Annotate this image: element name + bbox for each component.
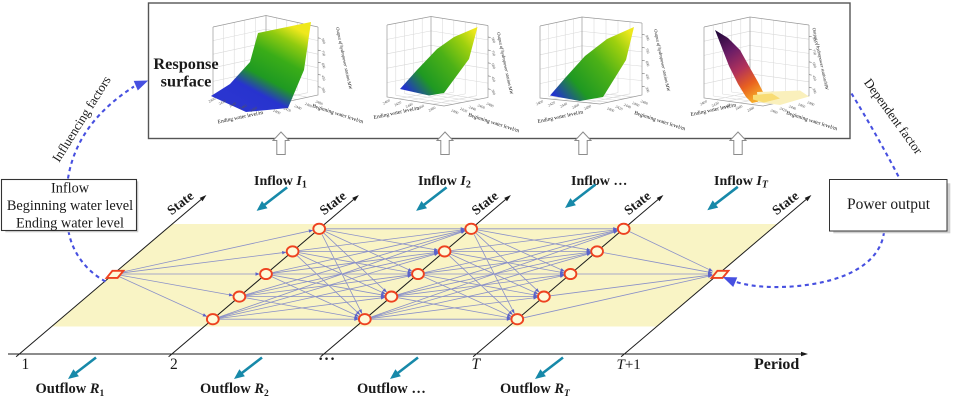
svg-text:Inflow …: Inflow …: [571, 174, 627, 189]
svg-text:2460: 2460: [735, 104, 744, 111]
svg-text:Inflow I2: Inflow I2: [418, 174, 471, 191]
svg-text:2400: 2400: [450, 108, 459, 115]
svg-text:900: 900: [491, 37, 497, 44]
svg-text:2400: 2400: [208, 97, 217, 104]
svg-text:2440: 2440: [623, 103, 632, 110]
svg-text:···: ···: [318, 351, 336, 368]
svg-text:Period: Period: [754, 356, 799, 373]
svg-text:900: 900: [812, 36, 818, 43]
svg-text:2420: 2420: [283, 106, 292, 113]
svg-text:Inflow IT: Inflow IT: [714, 174, 769, 191]
svg-text:2400: 2400: [699, 99, 708, 106]
svg-text:450: 450: [491, 76, 497, 83]
svg-text:surface: surface: [161, 72, 212, 91]
svg-text:750: 750: [645, 48, 651, 55]
svg-text:750: 750: [491, 50, 497, 57]
svg-text:450: 450: [812, 75, 818, 82]
svg-text:Power output: Power output: [847, 196, 931, 213]
svg-text:2420: 2420: [459, 107, 468, 114]
svg-text:Outflow …: Outflow …: [357, 381, 426, 397]
svg-text:2460: 2460: [571, 103, 580, 110]
svg-text:2440: 2440: [229, 101, 238, 108]
svg-text:2480: 2480: [249, 106, 258, 113]
svg-text:2400: 2400: [606, 106, 615, 113]
svg-text:Inflow I1: Inflow I1: [254, 174, 307, 191]
svg-text:300: 300: [645, 86, 651, 93]
svg-text:2420: 2420: [547, 100, 556, 107]
svg-text:2440: 2440: [788, 104, 797, 111]
svg-text:2440: 2440: [723, 103, 732, 110]
svg-text:900: 900: [321, 38, 327, 45]
svg-text:900: 900: [645, 35, 651, 42]
svg-text:300: 300: [321, 87, 327, 94]
svg-text:2480: 2480: [806, 100, 815, 107]
svg-text:300: 300: [491, 89, 497, 96]
svg-text:2480: 2480: [315, 99, 324, 106]
svg-text:2420: 2420: [394, 100, 403, 107]
svg-text:2440: 2440: [405, 102, 414, 109]
svg-text:T: T: [472, 356, 482, 373]
svg-text:600: 600: [491, 63, 497, 70]
svg-text:2420: 2420: [711, 101, 720, 108]
svg-text:2440: 2440: [559, 102, 568, 109]
svg-text:2420: 2420: [779, 106, 788, 113]
svg-text:2460: 2460: [797, 102, 806, 109]
svg-text:2480: 2480: [583, 104, 592, 111]
svg-text:2480: 2480: [746, 106, 755, 113]
svg-text:750: 750: [321, 50, 327, 57]
svg-text:450: 450: [321, 75, 327, 82]
svg-text:2440: 2440: [294, 104, 303, 111]
svg-text:1: 1: [22, 356, 30, 373]
svg-text:Inflow: Inflow: [51, 181, 90, 197]
svg-text:2460: 2460: [477, 103, 486, 110]
svg-text:Response: Response: [153, 54, 218, 73]
svg-text:2400: 2400: [272, 109, 281, 116]
svg-text:2400: 2400: [382, 98, 391, 105]
svg-text:2460: 2460: [631, 101, 640, 108]
svg-text:2400: 2400: [535, 99, 544, 106]
svg-text:600: 600: [645, 60, 651, 67]
svg-text:2460: 2460: [416, 104, 425, 111]
svg-text:600: 600: [321, 62, 327, 69]
svg-text:Ending water level: Ending water level: [16, 216, 124, 232]
svg-text:Outflow R2: Outflow R2: [200, 381, 269, 399]
svg-text:2420: 2420: [615, 105, 624, 112]
svg-text:2480: 2480: [640, 99, 649, 106]
svg-text:2480: 2480: [428, 106, 437, 113]
svg-text:300: 300: [812, 88, 818, 95]
svg-text:Outflow R1: Outflow R1: [36, 381, 105, 399]
svg-text:750: 750: [812, 49, 818, 56]
svg-text:2460: 2460: [239, 104, 248, 111]
svg-text:Outflow RT: Outflow RT: [500, 381, 571, 399]
svg-text:T+1: T+1: [617, 357, 641, 373]
svg-text:2460: 2460: [304, 102, 313, 109]
svg-text:Beginning water level: Beginning water level: [7, 198, 133, 214]
svg-text:2420: 2420: [218, 99, 227, 106]
svg-text:600: 600: [812, 62, 818, 69]
svg-text:2440: 2440: [468, 105, 477, 112]
svg-text:450: 450: [645, 73, 651, 80]
svg-text:2400: 2400: [770, 108, 779, 115]
svg-text:2480: 2480: [486, 102, 495, 109]
svg-text:2: 2: [170, 356, 178, 373]
